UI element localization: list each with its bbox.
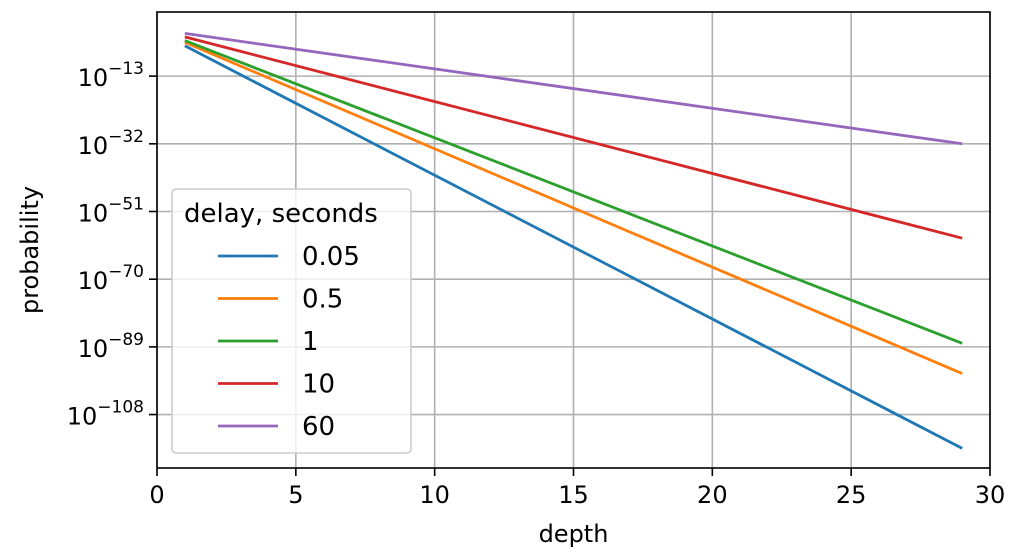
x-tick-label: 15 <box>558 481 589 509</box>
y-tick-label: 10−13 <box>78 59 144 92</box>
series-line-60 <box>184 32 963 146</box>
x-axis-label: depth <box>539 520 609 548</box>
y-axis-label: probability <box>16 186 44 314</box>
x-tick-label: 20 <box>697 481 728 509</box>
legend: delay, seconds 0.05 0.5 1 10 60 <box>171 188 412 454</box>
series-line-10 <box>184 35 963 240</box>
axis-ticks: 0 5 10 15 20 25 30 10−13 10−32 10−51 10−70 10−89 10−… <box>67 59 1006 509</box>
series-line-1 <box>184 39 963 345</box>
legend-title: delay, seconds <box>184 199 378 229</box>
x-tick-label: 25 <box>836 481 867 509</box>
y-tick-label: 10−89 <box>78 330 144 363</box>
y-tick-label: 10−51 <box>78 195 144 228</box>
series-line-0_5 <box>184 41 963 375</box>
y-tick-label: 10−70 <box>78 262 144 295</box>
legend-label: 1 <box>302 327 319 357</box>
legend-label: 0.5 <box>302 285 343 315</box>
legend-label: 60 <box>302 412 335 442</box>
legend-items: 0.05 0.5 1 10 60 <box>218 242 360 442</box>
series-lines <box>184 32 963 450</box>
x-tick-label: 30 <box>975 481 1006 509</box>
y-tick-label: 10−32 <box>78 127 144 160</box>
legend-label: 0.05 <box>302 242 360 272</box>
legend-label: 10 <box>302 370 335 400</box>
y-tick-label: 10−108 <box>67 398 144 431</box>
x-tick-label: 10 <box>419 481 450 509</box>
series-line-0_05 <box>184 44 963 450</box>
x-tick-label: 5 <box>288 481 303 509</box>
x-tick-label: 0 <box>149 481 164 509</box>
